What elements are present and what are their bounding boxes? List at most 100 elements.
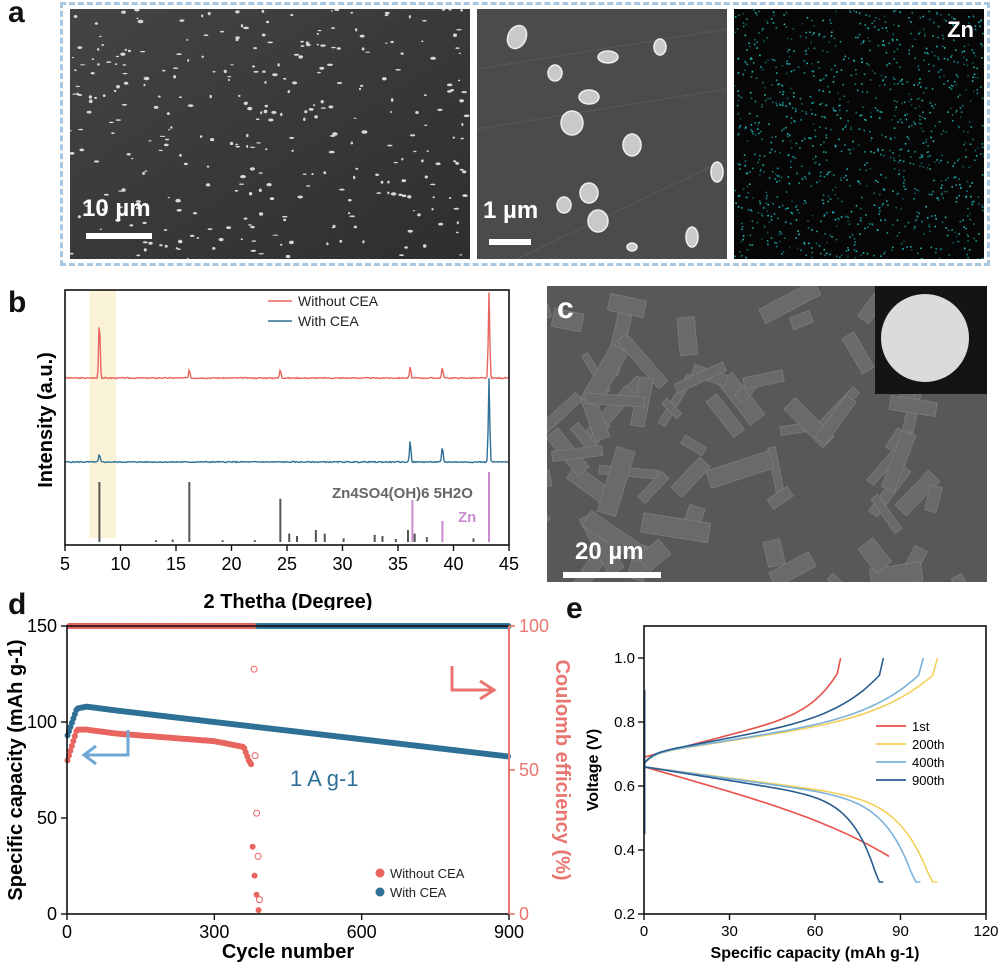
zn-signal-dot (970, 126, 972, 128)
zn-signal-dot (785, 105, 787, 107)
zn-signal-dot (849, 236, 851, 239)
zn-signal-dot (946, 190, 948, 193)
zinc-platelet (547, 391, 583, 437)
zn-signal-dot (939, 14, 942, 16)
particle-speck (249, 167, 255, 171)
particle-speck (114, 63, 118, 65)
zn-signal-dot (779, 152, 781, 154)
zn-signal-dot (980, 86, 982, 88)
zn-signal-dot (854, 241, 857, 243)
zn-signal-dot (958, 158, 960, 160)
zn-signal-dot (751, 58, 753, 60)
particle-speck (153, 105, 159, 109)
zn-signal-dot (878, 207, 880, 209)
zn-signal-dot (859, 168, 861, 171)
zn-signal-dot (784, 237, 786, 239)
zn-signal-dot (858, 12, 861, 14)
zn-signal-dot (931, 51, 933, 53)
zn-signal-dot (940, 159, 942, 162)
zn-signal-dot (771, 171, 774, 173)
zn-signal-dot (826, 252, 828, 255)
particle-speck (288, 240, 294, 245)
zn-signal-dot (893, 58, 895, 60)
zinc-platelet (680, 434, 708, 457)
zn-signal-dot (921, 156, 923, 158)
zn-signal-dot (896, 193, 898, 195)
zn-signal-dot (759, 155, 761, 157)
zn-signal-dot (822, 151, 825, 153)
zn-signal-dot (918, 81, 921, 84)
particle-speck (426, 150, 429, 152)
zn-signal-dot (883, 252, 885, 255)
zn-signal-dot (965, 59, 968, 61)
zinc-platelet (841, 331, 875, 375)
zn-signal-dot (839, 98, 841, 101)
zn-signal-dot (883, 83, 886, 86)
sem-image-panel-c: c 20 µm (547, 286, 987, 582)
zn-signal-dot (877, 44, 880, 47)
zn-signal-dot (788, 102, 791, 105)
zn-signal-dot (836, 71, 838, 73)
zn-signal-dot (881, 204, 883, 207)
zn-signal-dot (830, 35, 833, 37)
particle-speck (144, 170, 148, 172)
zn-signal-dot (981, 146, 984, 149)
zn-signal-dot (908, 100, 910, 103)
particle-speck (331, 226, 335, 229)
particle-speck (269, 197, 275, 201)
zn-signal-dot (902, 198, 904, 200)
particle-speck (75, 85, 80, 88)
zn-signal-dot (852, 140, 854, 143)
zn-signal-dot (834, 186, 837, 189)
zn-signal-dot (941, 45, 944, 48)
xrd-x-tick-label: 30 (332, 554, 352, 574)
zn-signal-dot (822, 36, 825, 38)
zn-signal-dot (756, 221, 759, 224)
particle-speck (452, 136, 455, 139)
zn-signal-dot (893, 100, 896, 102)
zn-signal-dot (855, 250, 858, 253)
zn-signal-dot (897, 25, 900, 27)
particle-speck (459, 99, 464, 103)
zn-signal-dot (772, 101, 774, 104)
zn-signal-dot (771, 136, 773, 139)
zn-signal-dot (806, 17, 809, 19)
particle-speck (283, 218, 287, 222)
zn-signal-dot (886, 200, 888, 202)
zn-signal-dot (914, 107, 917, 110)
zn-signal-dot (861, 83, 863, 85)
zn-signal-dot (818, 33, 821, 35)
zn-signal-dot (968, 121, 971, 123)
zn-signal-dot (873, 26, 876, 28)
cycling-y-axis-label: Specific capacity (mAh g-1) (5, 639, 27, 900)
zn-signal-dot (780, 176, 783, 179)
zn-signal-dot (976, 67, 979, 70)
zn-signal-dot (772, 203, 774, 205)
xrd-x-tick-label: 40 (443, 554, 463, 574)
zn-signal-dot (890, 138, 892, 141)
particle-speck (300, 45, 305, 47)
zn-signal-dot (749, 45, 751, 48)
zn-signal-dot (871, 224, 874, 226)
zn-signal-dot (920, 86, 922, 88)
zn-signal-dot (962, 165, 964, 168)
zn-signal-dot (739, 125, 742, 127)
zn-signal-dot (834, 45, 837, 47)
particle-speck (187, 104, 194, 107)
zn-signal-dot (972, 138, 974, 141)
zn-signal-dot (944, 216, 947, 219)
zn-signal-dot (963, 143, 965, 146)
zn-signal-dot (958, 125, 960, 128)
zn-signal-dot (860, 254, 862, 256)
zn-signal-dot (818, 89, 821, 92)
zn-signal-dot (746, 248, 749, 251)
zn-signal-dot (886, 64, 888, 67)
cycling-x-tick-label: 600 (347, 922, 377, 942)
zn-signal-dot (955, 83, 958, 86)
zn-signal-dot (759, 130, 762, 133)
zn-signal-dot (786, 50, 789, 53)
zn-signal-dot (848, 57, 850, 60)
zn-signal-dot (744, 127, 747, 130)
zn-signal-dot (831, 236, 833, 238)
zn-signal-dot (813, 75, 815, 77)
